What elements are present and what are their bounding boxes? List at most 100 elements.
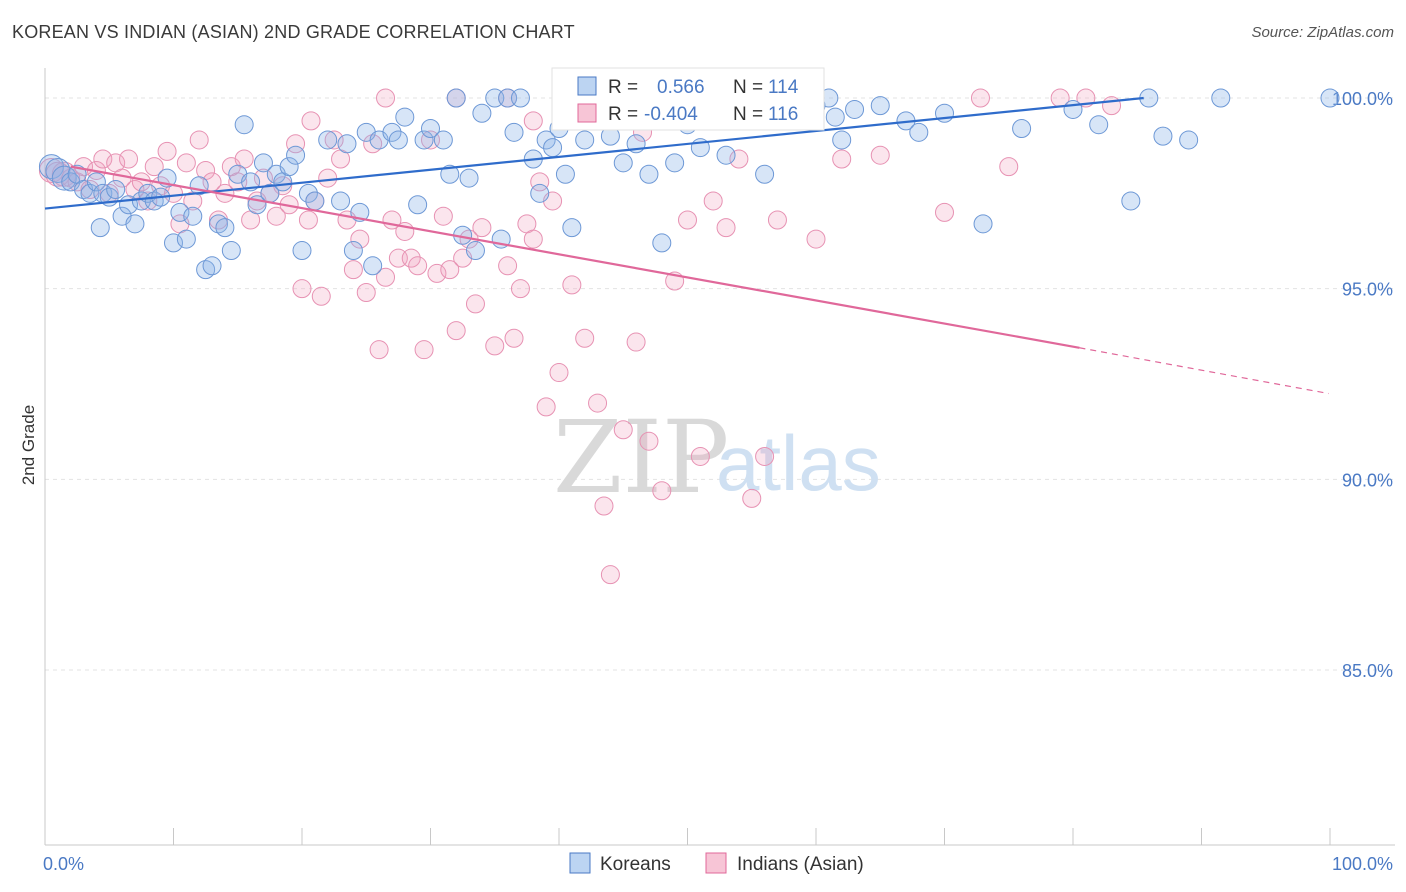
legend-indian-n-value: 116 — [768, 104, 798, 125]
indian-point — [350, 229, 370, 249]
legend-indian-r-value: -0.404 — [644, 104, 698, 125]
korean-point — [543, 138, 563, 158]
korean-point — [845, 99, 865, 119]
legend-korean-r-label: R = — [608, 77, 638, 98]
indian-point — [157, 141, 177, 161]
korean-point — [221, 241, 241, 261]
indian-point — [600, 565, 620, 585]
korean-point — [125, 214, 145, 234]
korean-point — [440, 164, 460, 184]
bottom-legend-swatch-indian — [705, 852, 727, 874]
indian-point — [318, 168, 338, 188]
indian-point — [266, 206, 286, 226]
korean-point — [106, 180, 126, 200]
chart-title: KOREAN VS INDIAN (ASIAN) 2ND GRADE CORRE… — [12, 22, 575, 42]
watermark: ZIP atlas — [553, 399, 881, 516]
korean-point — [825, 107, 845, 127]
korean-point — [421, 119, 440, 139]
korean-point — [575, 130, 595, 150]
indian-point — [652, 481, 672, 501]
y-axis-label: 2nd Grade — [19, 405, 38, 485]
korean-point — [639, 164, 659, 184]
indian-point — [298, 210, 318, 230]
bottom-legend-swatch-korean — [569, 852, 591, 874]
korean-point — [1121, 191, 1141, 211]
indian-point — [562, 275, 582, 295]
trendline-korean — [44, 96, 1144, 210]
indian-point — [376, 88, 396, 108]
korean-point — [716, 145, 736, 165]
korean-point — [202, 256, 222, 276]
indian-point — [935, 202, 954, 222]
korean-point — [510, 88, 530, 108]
korean-point — [472, 103, 492, 123]
korean-point — [395, 107, 415, 127]
indian-point — [472, 218, 492, 238]
indian-point — [626, 332, 646, 352]
korean-point — [1153, 126, 1173, 146]
indian-point — [806, 229, 826, 249]
korean-point — [1211, 88, 1231, 108]
indian-point — [530, 172, 550, 192]
korean-point — [279, 157, 299, 177]
korean-point — [446, 88, 466, 108]
trendlines — [44, 96, 1329, 395]
korean-point — [318, 130, 338, 150]
korean-point — [1089, 115, 1109, 135]
indian-point — [690, 446, 710, 466]
indian-point — [176, 153, 196, 173]
indian-point — [485, 336, 505, 356]
korean-point — [253, 153, 273, 173]
legend-korean-n-value: 114 — [768, 77, 799, 98]
korean-point — [305, 191, 325, 211]
korean-point — [331, 191, 351, 211]
indian-point — [613, 420, 633, 440]
y-tick-label-3: 85.0% — [1342, 661, 1393, 681]
korean-point — [973, 214, 993, 234]
indian-point — [729, 149, 749, 169]
indian-point — [189, 130, 209, 150]
legend-indian-n-label: N = — [733, 104, 763, 125]
korean-point — [555, 164, 575, 184]
bottom-legend-korean: Koreans — [600, 854, 671, 875]
indian-point — [510, 279, 530, 299]
korean-point — [1320, 88, 1340, 108]
korean-point — [382, 122, 402, 142]
legend-korean-n-label: N = — [733, 77, 763, 98]
korean-point — [536, 130, 556, 150]
indian-point — [311, 286, 331, 306]
trendline-indian — [70, 165, 1080, 349]
korean-point — [337, 134, 357, 154]
trendline-indian-extension — [1079, 347, 1329, 395]
korean-point — [183, 206, 203, 226]
series-korean — [38, 88, 1340, 280]
indian-point — [970, 88, 990, 108]
y-tick-label-2: 90.0% — [1342, 470, 1393, 490]
indian-point — [138, 191, 158, 211]
legend-indian-r-label: R = — [608, 104, 638, 125]
indian-point — [465, 294, 485, 314]
indian-point — [292, 279, 312, 299]
indian-point — [414, 340, 434, 360]
korean-point — [90, 218, 110, 238]
legend-box: R = 0.566 N = 114 R = -0.404 N = 116 — [551, 67, 825, 131]
korean-point — [292, 241, 312, 261]
korean-point — [215, 218, 235, 238]
korean-point — [234, 115, 254, 135]
indian-point — [504, 328, 524, 348]
korean-point — [408, 195, 428, 215]
indian-point — [324, 130, 344, 150]
indian-point — [356, 282, 376, 302]
indian-point — [536, 397, 556, 417]
indian-point — [45, 161, 71, 187]
korean-point — [613, 153, 633, 173]
indian-point — [594, 496, 614, 516]
indian-point — [93, 149, 113, 169]
bottom-legend: Koreans Indians (Asian) — [569, 852, 864, 875]
korean-point — [755, 164, 775, 184]
indian-point — [301, 111, 321, 131]
korean-point — [652, 233, 672, 253]
korean-point — [562, 218, 582, 238]
legend-korean-r-value: 0.566 — [657, 77, 705, 98]
